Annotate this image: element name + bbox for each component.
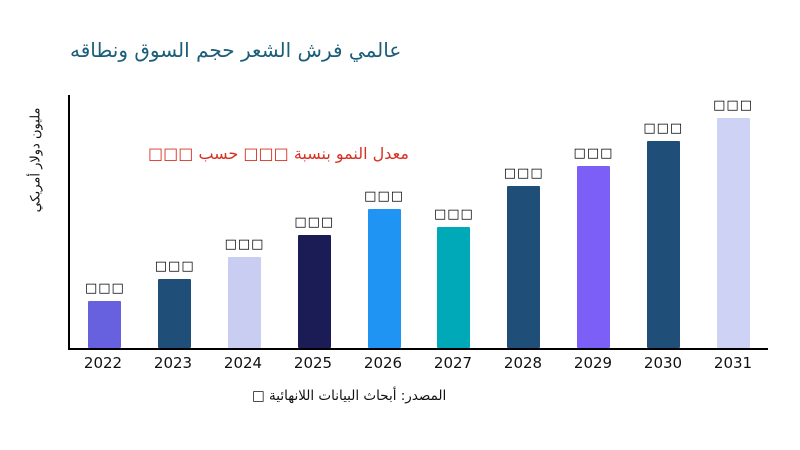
bar [576, 166, 610, 348]
bar-value-label: □□□ [573, 146, 614, 161]
bar-value-label: □□□ [503, 166, 544, 181]
bar [646, 141, 680, 348]
bars-area: □□□ □□□ □□□ □□□ □□□ □□□ □□□ □□□ □□□ □□□ [70, 95, 768, 348]
x-axis-ticks: 2022 2023 2024 2025 2026 2027 2028 2029 2030 2031 [68, 354, 768, 372]
x-tick-label: 2030 [643, 354, 683, 372]
x-tick-label: 2025 [293, 354, 333, 372]
bar-group: □□□ [140, 95, 210, 348]
bar [367, 209, 401, 348]
bar-value-label: □□□ [364, 189, 405, 204]
growth-rate-annotation: معدل النمو بنسبة □□□ حسب □□□ [148, 144, 409, 163]
bar-value-label: □□□ [433, 207, 474, 222]
bar [297, 235, 331, 348]
bar-value-label: □□□ [294, 215, 335, 230]
bar [716, 118, 750, 348]
bar-value-label: □□□ [713, 98, 753, 113]
x-tick-label: 2029 [573, 354, 613, 372]
bar-group: □□□ [419, 95, 489, 348]
bar-value-label: □□□ [154, 259, 195, 274]
x-tick-label: 2024 [223, 354, 263, 372]
x-tick-label: 2031 [713, 354, 753, 372]
x-tick-label: 2023 [153, 354, 193, 372]
bar-group: □□□ [210, 95, 280, 348]
bar-value-label: □□□ [224, 237, 265, 252]
bar-group: □□□ [628, 95, 698, 348]
source-note: المصدر: أبحاث البيانات اللانهائية □ [252, 388, 447, 404]
bar [88, 301, 122, 348]
x-tick-label: 2022 [83, 354, 123, 372]
bar-value-label: □□□ [84, 281, 125, 297]
x-tick-label: 2027 [433, 354, 473, 372]
bar-group: □□□ [349, 95, 419, 348]
x-tick-label: 2026 [363, 354, 403, 372]
bar [227, 257, 261, 348]
plot-area: □□□ □□□ □□□ □□□ □□□ □□□ □□□ □□□ □□□ □□□ [68, 95, 768, 350]
bar-value-label: □□□ [643, 121, 684, 136]
bar-group: □□□ [698, 95, 768, 348]
x-tick-label: 2028 [503, 354, 543, 372]
y-axis-label: مليون دولار أمريكي [28, 107, 44, 213]
bar-group: □□□ [489, 95, 559, 348]
bar-group: □□□ [70, 95, 140, 348]
chart-title: عالمي فرش الشعر حجم السوق ونطاقه [70, 38, 402, 62]
bar [507, 186, 541, 348]
bar-group: □□□ [559, 95, 629, 348]
bar-group: □□□ [279, 95, 349, 348]
bar [158, 279, 192, 348]
bar [437, 227, 471, 348]
